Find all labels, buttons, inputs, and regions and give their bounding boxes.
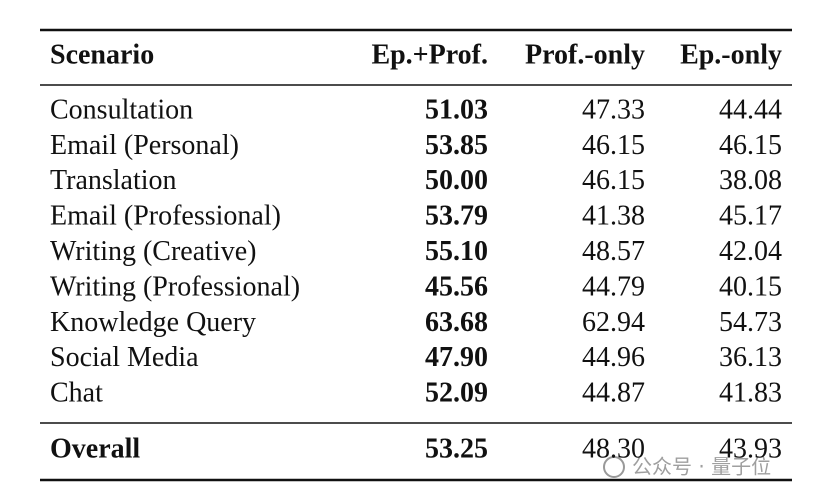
cell: 45.17 bbox=[719, 201, 782, 232]
row-label: Email (Personal) bbox=[50, 130, 239, 161]
cell: 38.08 bbox=[719, 165, 782, 196]
cell: 52.09 bbox=[425, 378, 488, 409]
overall-cell: 48.30 bbox=[582, 433, 645, 464]
cell: 50.00 bbox=[425, 165, 488, 196]
cell: 41.38 bbox=[582, 201, 645, 232]
row-label: Chat bbox=[50, 378, 103, 409]
cell: 46.15 bbox=[582, 130, 645, 161]
cell: 55.10 bbox=[425, 236, 488, 267]
watermark: 公众号 · 量子位 bbox=[632, 455, 771, 479]
cell: 42.04 bbox=[719, 236, 782, 267]
cell: 44.79 bbox=[582, 271, 645, 302]
cell: 36.13 bbox=[719, 342, 782, 373]
cell: 44.96 bbox=[582, 342, 645, 373]
cell: 62.94 bbox=[582, 307, 645, 338]
cell: 47.90 bbox=[425, 342, 488, 373]
cell: 46.15 bbox=[719, 130, 782, 161]
overall-cell: 43.93 bbox=[719, 433, 782, 464]
row-label: Writing (Creative) bbox=[50, 236, 256, 267]
overall-cell: 53.25 bbox=[425, 433, 488, 464]
cell: 63.68 bbox=[425, 307, 488, 338]
cell: 47.33 bbox=[582, 94, 645, 125]
column-header: Scenario bbox=[50, 39, 154, 70]
column-header: Prof.-only bbox=[525, 39, 645, 70]
overall-label: Overall bbox=[50, 433, 140, 464]
cell: 44.87 bbox=[582, 378, 645, 409]
cell: 45.56 bbox=[425, 271, 488, 302]
cell: 41.83 bbox=[719, 378, 782, 409]
row-label: Consultation bbox=[50, 94, 193, 125]
cell: 53.85 bbox=[425, 130, 488, 161]
cell: 40.15 bbox=[719, 271, 782, 302]
column-header: Ep.-only bbox=[680, 39, 782, 70]
cell: 51.03 bbox=[425, 94, 488, 125]
row-label: Translation bbox=[50, 165, 177, 196]
row-label: Social Media bbox=[50, 342, 199, 373]
row-label: Writing (Professional) bbox=[50, 271, 300, 302]
cell: 53.79 bbox=[425, 201, 488, 232]
column-header: Ep.+Prof. bbox=[371, 39, 488, 70]
cell: 44.44 bbox=[719, 94, 782, 125]
cell: 48.57 bbox=[582, 236, 645, 267]
watermark-icon bbox=[603, 456, 625, 478]
cell: 54.73 bbox=[719, 307, 782, 338]
row-label: Knowledge Query bbox=[50, 307, 256, 338]
row-label: Email (Professional) bbox=[50, 201, 281, 232]
cell: 46.15 bbox=[582, 165, 645, 196]
